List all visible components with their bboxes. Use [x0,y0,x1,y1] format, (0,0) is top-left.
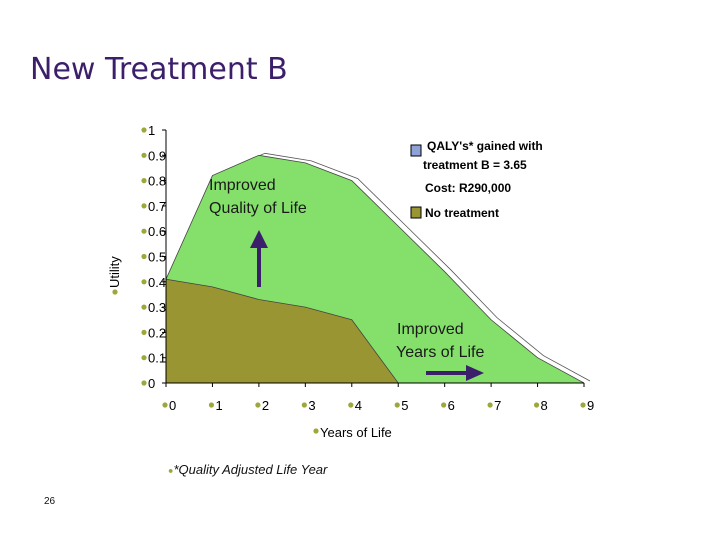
bullet-icon [141,178,147,184]
bullet-icon [141,203,147,209]
y-tick-label: 0.3 [148,300,166,315]
x-tick-label: 7 [494,398,501,413]
bullet-icon [255,402,261,408]
bullet-icon [162,402,168,408]
x-tick-label: 3 [308,398,315,413]
x-tick-label: 8 [541,398,548,413]
y-tick-label: 0.7 [148,199,166,214]
improved-years-label: Improved [397,321,464,338]
bullet-icon [141,253,147,260]
no-treatment-area [165,278,400,384]
legend-no-treatment-label: No treatment [425,206,499,220]
y-tick-label: 1 [148,123,155,138]
x-tick-label: 5 [401,398,408,413]
improved-years-label: Years of Life [396,344,484,361]
arrow-up-head-icon [250,230,268,248]
bullet-icon [141,228,147,234]
slide-title: New Treatment B [30,52,288,87]
x-axis-label: Years of Life [320,425,392,440]
bullet-icon [580,402,586,408]
arrow-right-head-icon [466,365,484,381]
page-number: 26 [44,496,56,507]
bullet-icon [141,127,147,133]
legend-treatment-label: treatment B = 3.65 [423,158,527,172]
y-tick-label: 0.2 [148,325,166,340]
y-tick-label: 0.8 [148,174,166,189]
legend-treatment-swatch [410,144,422,157]
y-axis-label: Utility [107,256,122,288]
improved-quality-label: Quality of Life [209,200,307,217]
y-tick-label: 0.4 [148,275,166,290]
bullet-icon [441,402,447,408]
chart-legend: QALY's* gained with treatment B = 3.65 Cos… [410,139,543,220]
legend-treatment-label: QALY's* gained with [427,139,543,153]
bullet-icon: ● [168,465,174,476]
y-tick-label: 0 [148,376,155,391]
chart-annotations: Improved Quality of Life Improved Years of … [209,177,484,381]
x-tick-label: 1 [215,398,222,413]
bullet-icon [301,402,307,408]
bullet-icon [141,380,147,386]
y-tick-label: 0.9 [148,148,166,163]
improved-quality-label: Improved [209,177,276,194]
footnote-text: *Quality Adjusted Life Year [173,462,328,477]
legend-cost-label: Cost: R290,000 [425,181,511,195]
bullet-icon [533,402,540,408]
bullet-icon [313,428,319,434]
legend-no-treatment-swatch [410,206,422,219]
bullet-icon [112,289,118,295]
x-tick-labels: 0 1 2 3 4 5 6 7 8 9 Years of Life [162,383,594,440]
bullet-icon [394,402,400,408]
y-tick-labels: 0 0.1 0.2 0.3 0.4 0.5 0.6 0.7 0.8 0.9 1 Utility [107,123,166,391]
y-tick-label: 0.1 [148,351,166,366]
qaly-footnote: ●*Quality Adjusted Life Year [168,462,327,477]
x-tick-label: 9 [587,398,594,413]
y-axis-label-group: Utility [107,256,122,295]
y-tick-label: 0.6 [148,224,166,239]
bullet-icon [141,279,147,285]
x-tick-label: 4 [355,398,362,413]
x-tick-label: 6 [448,398,455,413]
bullet-icon [141,355,147,361]
x-tick-label: 0 [169,398,176,413]
bullet-icon [348,402,354,408]
bullet-icon [208,402,215,408]
bullet-icon [141,304,147,310]
bullet-icon [141,329,147,335]
y-tick-label: 0.5 [148,250,166,265]
x-tick-label: 2 [262,398,269,413]
bullet-icon [141,152,147,158]
chart-areas [165,152,591,384]
bullet-icon [487,402,493,408]
